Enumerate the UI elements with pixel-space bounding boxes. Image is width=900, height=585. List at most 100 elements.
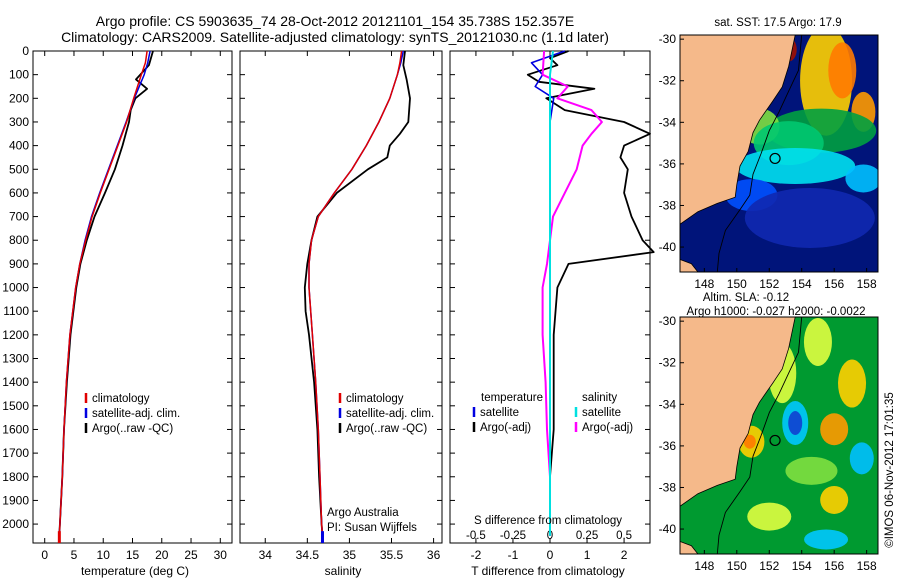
p-sla-field-blob xyxy=(743,434,756,449)
p-sla-field-blob xyxy=(820,485,849,514)
salinity-xtick-label: 35 xyxy=(343,548,357,562)
temperature-xtick-label: 10 xyxy=(97,548,111,562)
salinity-xtick-label: 34 xyxy=(259,548,273,562)
p-sst-ytick-label: -34 xyxy=(659,115,677,129)
salinity-xtick-label: 35.5 xyxy=(380,548,404,562)
sst-map-title: sat. SST: 17.5 Argo: 17.9 xyxy=(714,17,841,29)
p-sst-ytick-label: -36 xyxy=(659,157,677,171)
p-sst-ytick-label: -32 xyxy=(659,74,677,88)
p-sla-axes-frame xyxy=(679,316,879,555)
temperature-ytick-label: 100 xyxy=(9,68,29,82)
salinity-xtick-label: 34.5 xyxy=(296,548,320,562)
p-sla-xtick-label: 148 xyxy=(694,559,714,573)
p-sla-xtick-label: 158 xyxy=(857,559,877,573)
temperature-ytick-label: 0 xyxy=(22,44,29,58)
salinity-legend-label: satellite-adj. clim. xyxy=(346,408,434,420)
temperature-xtick-label: 0 xyxy=(41,548,48,562)
p-sst-argo-marker xyxy=(769,152,781,165)
p-sla-ytick-label: -38 xyxy=(659,480,677,494)
temperature-ytick-label: 400 xyxy=(9,139,29,153)
p-sla-xtick-label: 150 xyxy=(727,559,747,573)
temperature-panel: 0 5 10 15 20 25 300100200300400500600700800900… xyxy=(2,44,233,562)
salinity-climatology-line xyxy=(308,50,403,536)
p-sst-land-tasmania xyxy=(680,259,699,272)
p-sla-field-blob xyxy=(785,456,838,485)
temperature-legend-label: climatology xyxy=(92,393,150,405)
temperature-ytick-label: 2000 xyxy=(2,517,29,531)
p-sla-field-blob xyxy=(838,359,867,408)
difference-temperature-legend-label: satellite xyxy=(480,407,519,419)
figure-title-line2: Climatology: CARS2009. Satellite-adjuste… xyxy=(61,29,609,45)
temperature-ytick-label: 1500 xyxy=(2,399,29,413)
difference-salinity-tick-label: 0 xyxy=(547,530,553,542)
temperature-satellite-line xyxy=(58,50,151,536)
temperature-ytick-label: 700 xyxy=(9,210,29,224)
difference-salinity-legend-label: Argo(-adj) xyxy=(582,422,633,434)
p-sla-isobath xyxy=(716,317,803,554)
p-sst-xtick-label: 152 xyxy=(759,277,779,291)
salinity-xlabel: salinity xyxy=(325,564,362,578)
temperature-argo-line xyxy=(58,50,154,536)
p-sla-land-tasmania xyxy=(680,541,699,554)
p-sst-ytick-label: -30 xyxy=(659,32,677,46)
difference-xtick-label: 0 xyxy=(547,548,554,562)
p-sst-isobath xyxy=(716,35,803,272)
p-sst-xtick-label: 150 xyxy=(727,277,747,291)
p-sla-field-blob xyxy=(788,411,803,436)
temperature-ytick-label: 200 xyxy=(9,91,29,105)
temperature-xtick-label: 20 xyxy=(155,548,169,562)
p-sla-ytick-label: -40 xyxy=(659,522,677,536)
salinity-annotation-line1: Argo Australia xyxy=(327,507,399,519)
p-sla-field-blob xyxy=(820,413,849,446)
temperature-ytick-label: 1400 xyxy=(2,375,29,389)
salinity-legend-label: climatology xyxy=(346,393,404,405)
p-sst-ytick-label: -38 xyxy=(659,198,677,212)
p-sst-field xyxy=(680,35,878,272)
temperature-legend-label: Argo(..raw -QC) xyxy=(92,423,173,435)
p-sla-field-blob xyxy=(747,502,792,531)
p-sst-field-blob xyxy=(828,42,857,99)
p-sla-ytick-label: -34 xyxy=(659,397,677,411)
p-sst-xtick-label: 158 xyxy=(857,277,877,291)
temperature-xtick-label: 25 xyxy=(184,548,198,562)
difference-panel: -2 -1 0 1 2 -0.5 -0.25 0 0.25 0.5 temperature salin… xyxy=(449,50,655,562)
p-sla-field-blob xyxy=(804,529,849,550)
temperature-ytick-label: 600 xyxy=(9,186,29,200)
temperature-ytick-label: 1300 xyxy=(2,352,29,366)
difference-salinity-legend-label: satellite xyxy=(582,407,621,419)
temperature-ytick-label: 300 xyxy=(9,115,29,129)
temperature-ytick-label: 1700 xyxy=(2,446,29,460)
p-sst-field-blob xyxy=(744,187,875,248)
temperature-climatology-line xyxy=(58,50,148,536)
p-sla-field-blob xyxy=(803,317,832,366)
difference-salinity-tick-label: -0.25 xyxy=(500,530,526,542)
temperature-ytick-label: 1000 xyxy=(2,281,29,295)
salinity-panel: 34 34.5 35 35.5 36 climatology satellite-adj. … xyxy=(239,50,443,562)
difference-salinity-tick-label: -0.5 xyxy=(466,530,486,542)
p-sla-ytick-label: -30 xyxy=(659,314,677,328)
temperature-ytick-label: 500 xyxy=(9,162,29,176)
p-sst-field-blob xyxy=(735,147,856,184)
salinity-annotation-line2: PI: Susan Wijffels xyxy=(327,522,417,534)
temperature-xtick-label: 15 xyxy=(126,548,140,562)
temperature-legend-label: satellite-adj. clim. xyxy=(92,408,180,420)
difference-legend-temperature-title: temperature xyxy=(481,392,543,404)
p-sla-xtick-label: 152 xyxy=(759,559,779,573)
p-sla-ytick-label: -32 xyxy=(659,356,677,370)
p-sst-axes-frame xyxy=(679,34,879,273)
salinity-argo-line xyxy=(303,50,411,536)
p-sst-field-blob xyxy=(845,164,878,193)
difference-legend-salinity-title: salinity xyxy=(582,392,617,404)
difference-s-argo-line xyxy=(541,50,603,536)
salinity-legend-label: Argo(..raw -QC) xyxy=(346,423,427,435)
temperature-ytick-label: 1800 xyxy=(2,470,29,484)
temperature-xlabel: temperature (deg C) xyxy=(81,564,189,578)
difference-xtick-label: 2 xyxy=(621,548,628,562)
temperature-ytick-label: 1600 xyxy=(2,422,29,436)
p-sst-land xyxy=(680,35,796,225)
sla-map-title: Altim. SLA: -0.12 xyxy=(703,292,789,304)
temperature-ytick-label: 800 xyxy=(9,233,29,247)
p-sla-ytick-label: -36 xyxy=(659,439,677,453)
p-sla-land xyxy=(680,317,796,507)
p-sst-xtick-label: 156 xyxy=(824,277,844,291)
